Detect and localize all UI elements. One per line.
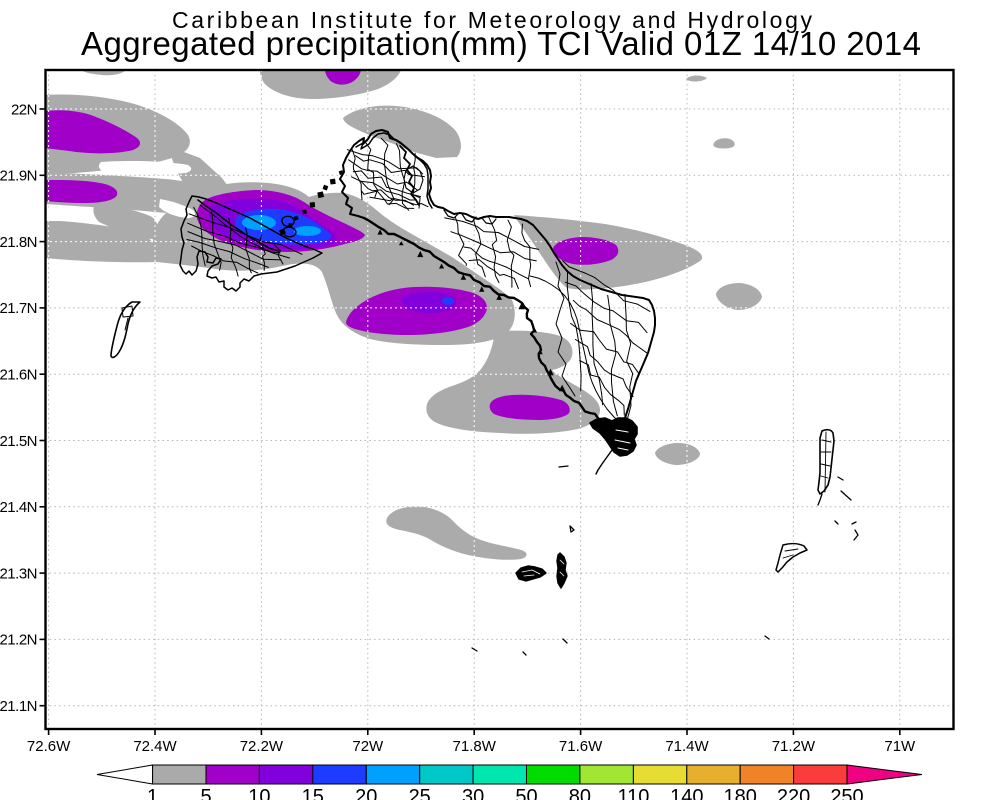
svg-text:220: 220: [777, 786, 810, 800]
svg-text:71.8W: 71.8W: [453, 738, 497, 755]
svg-text:71.2W: 71.2W: [772, 738, 816, 755]
svg-text:1: 1: [147, 786, 158, 800]
svg-text:21.2N: 21.2N: [0, 632, 37, 649]
svg-text:250: 250: [830, 786, 863, 800]
svg-text:21.6N: 21.6N: [0, 367, 37, 384]
svg-text:72.6W: 72.6W: [27, 738, 71, 755]
svg-text:Caribbean Institute for Meteor: Caribbean Institute for Meteorology and …: [172, 7, 813, 33]
svg-text:72.2W: 72.2W: [240, 738, 284, 755]
svg-text:71W: 71W: [884, 738, 916, 755]
svg-text:21.4N: 21.4N: [0, 499, 37, 516]
svg-text:30: 30: [462, 786, 484, 800]
svg-text:21.7N: 21.7N: [0, 300, 37, 317]
svg-text:21.8N: 21.8N: [0, 234, 37, 251]
svg-text:180: 180: [724, 786, 757, 800]
svg-text:71.4W: 71.4W: [665, 738, 709, 755]
svg-text:21.1N: 21.1N: [0, 698, 37, 715]
svg-text:21.3N: 21.3N: [0, 565, 37, 582]
svg-text:72W: 72W: [352, 738, 384, 755]
svg-text:5: 5: [200, 786, 211, 800]
svg-text:110: 110: [617, 786, 649, 800]
svg-text:Aggregated precipitation(mm) T: Aggregated precipitation(mm) TCI Valid 0…: [81, 25, 921, 62]
svg-text:15: 15: [302, 786, 324, 800]
svg-text:80: 80: [569, 786, 591, 800]
svg-text:140: 140: [670, 786, 703, 800]
svg-text:21.5N: 21.5N: [0, 433, 37, 450]
svg-text:72.4W: 72.4W: [133, 738, 177, 755]
svg-text:50: 50: [515, 786, 537, 800]
svg-text:21.9N: 21.9N: [0, 168, 37, 185]
svg-text:10: 10: [248, 786, 270, 800]
svg-text:22N: 22N: [11, 101, 37, 118]
svg-text:20: 20: [355, 786, 377, 800]
svg-text:71.6W: 71.6W: [559, 738, 603, 755]
svg-text:25: 25: [409, 786, 431, 800]
